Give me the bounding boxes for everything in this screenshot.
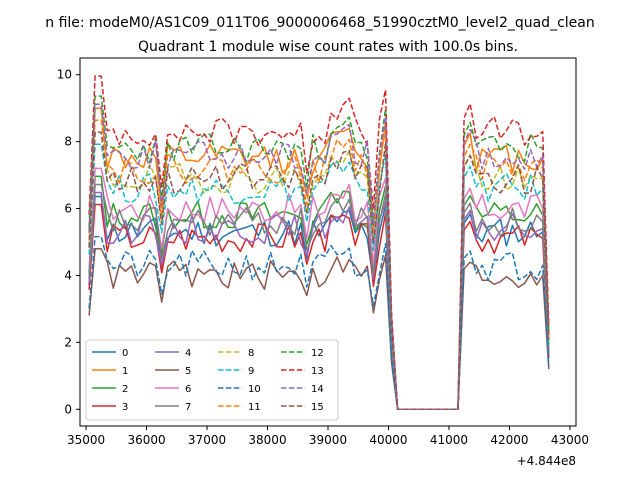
figure-suptitle: n file: modeM0/AS1C09_011T06_9000006468_… bbox=[45, 15, 594, 31]
y-tick-label: 4 bbox=[64, 268, 72, 282]
y-tick-label: 0 bbox=[64, 402, 72, 416]
y-tick-label: 6 bbox=[64, 202, 72, 216]
series-lines bbox=[88, 75, 550, 411]
series-line-11 bbox=[88, 119, 550, 411]
series-line-6 bbox=[88, 167, 550, 411]
legend-label-4: 4 bbox=[185, 348, 191, 359]
legend-box bbox=[85, 339, 339, 421]
legend-label-11: 11 bbox=[248, 402, 261, 413]
legend-label-14: 14 bbox=[311, 384, 324, 395]
legend-label-0: 0 bbox=[122, 348, 128, 359]
x-offset-label: +4.844e8 bbox=[517, 454, 576, 468]
legend-label-7: 7 bbox=[185, 402, 191, 413]
legend-label-15: 15 bbox=[311, 402, 324, 413]
legend-label-10: 10 bbox=[248, 384, 261, 395]
legend-label-3: 3 bbox=[122, 402, 128, 413]
plot-area bbox=[79, 57, 577, 427]
y-tick-label: 2 bbox=[64, 335, 72, 349]
legend-label-5: 5 bbox=[185, 366, 191, 377]
x-tick-label: 41000 bbox=[430, 433, 468, 447]
x-axis: 35000 36000 37000 38000 39000 40000 41000 42000… bbox=[67, 426, 589, 447]
x-tick-label: 35000 bbox=[67, 433, 105, 447]
x-tick-label: 40000 bbox=[369, 433, 407, 447]
series-line-13 bbox=[88, 75, 550, 411]
legend-label-1: 1 bbox=[122, 366, 128, 377]
series-line-12 bbox=[88, 95, 550, 411]
x-tick-label: 38000 bbox=[248, 433, 286, 447]
legend-label-12: 12 bbox=[311, 348, 324, 359]
series-line-10 bbox=[88, 235, 550, 411]
y-tick-label: 10 bbox=[57, 68, 72, 82]
legend-label-13: 13 bbox=[311, 366, 324, 377]
x-tick-label: 42000 bbox=[490, 433, 528, 447]
x-tick-label: 43000 bbox=[551, 433, 589, 447]
legend-label-6: 6 bbox=[185, 384, 191, 395]
series-line-14 bbox=[88, 103, 550, 411]
legend-label-9: 9 bbox=[248, 366, 254, 377]
y-axis: 0 2 4 6 8 10 bbox=[57, 68, 80, 416]
x-tick-label: 39000 bbox=[309, 433, 347, 447]
legend-label-8: 8 bbox=[248, 348, 254, 359]
series-line-7 bbox=[88, 183, 550, 411]
y-tick-label: 8 bbox=[64, 135, 72, 149]
x-tick-label: 37000 bbox=[188, 433, 226, 447]
legend-label-2: 2 bbox=[122, 384, 128, 395]
chart-title: Quadrant 1 module wise count rates with … bbox=[138, 39, 518, 55]
series-line-15 bbox=[88, 131, 550, 411]
series-line-3 bbox=[88, 203, 550, 411]
x-tick-label: 36000 bbox=[127, 433, 165, 447]
